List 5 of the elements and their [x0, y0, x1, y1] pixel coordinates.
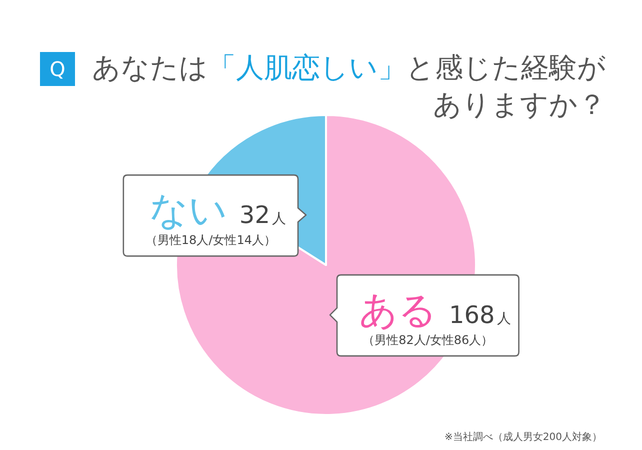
slice-label: ある: [359, 288, 437, 332]
data-label: 168人: [449, 300, 511, 329]
slice-label: ない: [149, 188, 228, 232]
text: ※当社調べ（成人男女200人対象）: [444, 431, 602, 443]
chart-title: Q あなたは「人肌恋しい」と感じた経験がありますか？: [50, 51, 606, 121]
